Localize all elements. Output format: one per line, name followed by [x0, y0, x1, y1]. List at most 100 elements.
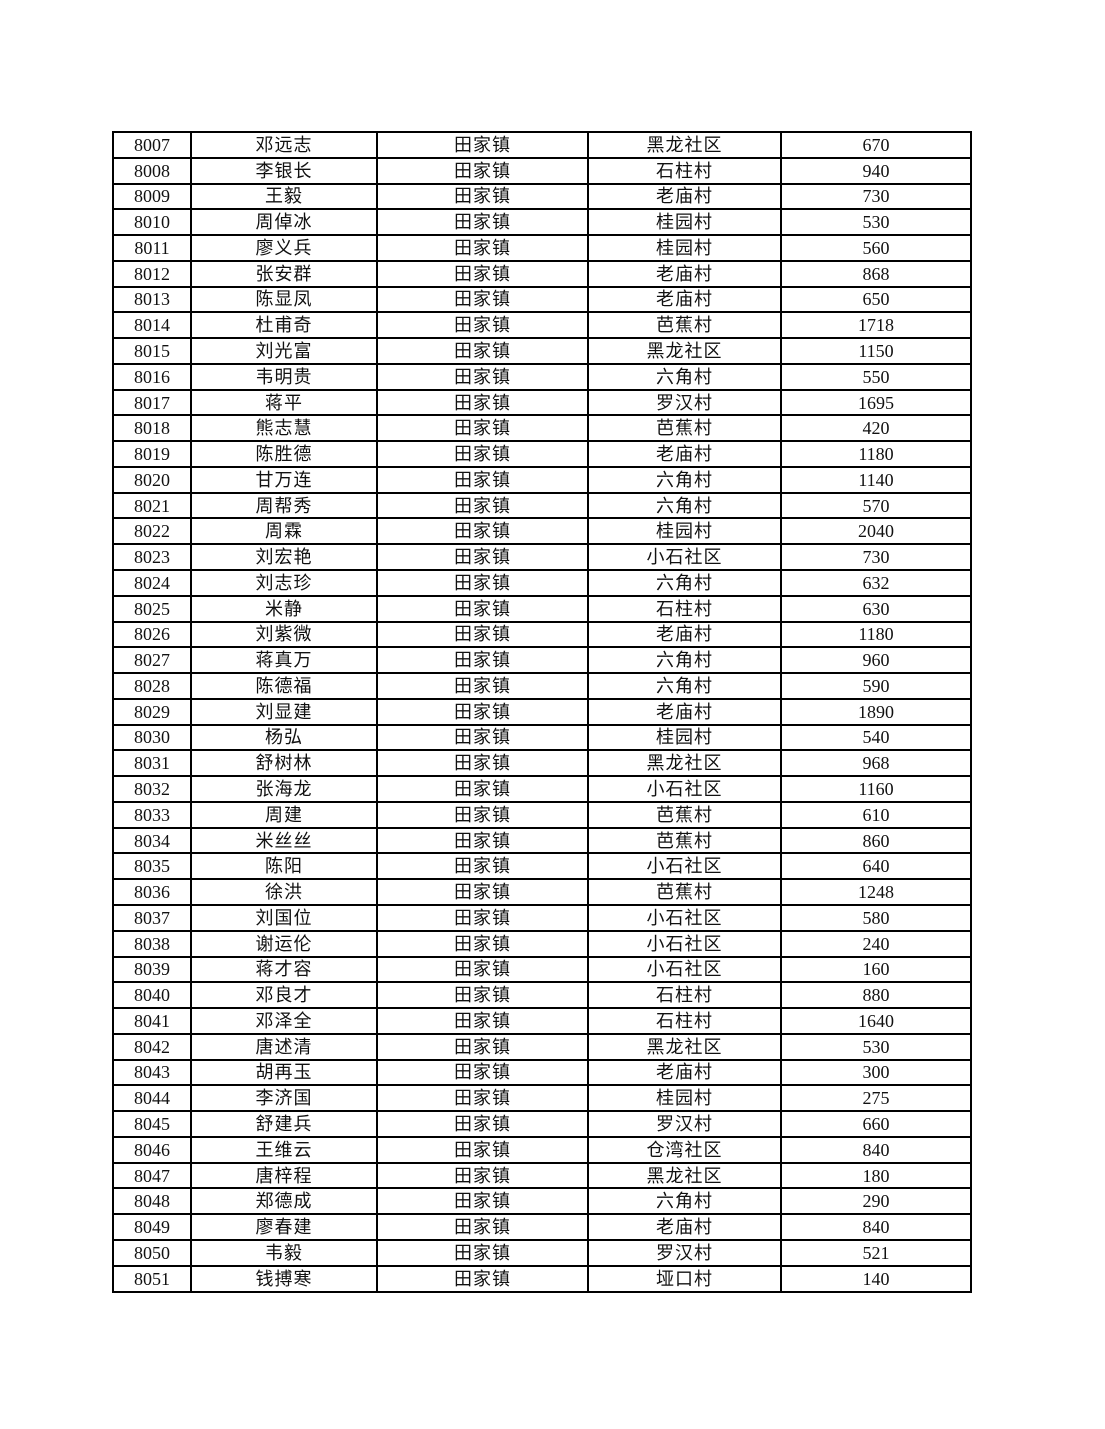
cell-id: 8047	[112, 1161, 192, 1190]
cell-village: 老庙村	[587, 697, 782, 726]
table-row: 8050 韦毅 田家镇 罗汉村 521	[112, 1238, 972, 1267]
cell-town: 田家镇	[376, 1238, 589, 1267]
cell-village: 芭蕉村	[587, 311, 782, 340]
cell-name: 王维云	[190, 1135, 378, 1164]
cell-id: 8029	[112, 697, 192, 726]
table-row: 8040 邓良才 田家镇 石柱村 880	[112, 981, 972, 1010]
cell-id: 8010	[112, 208, 192, 237]
cell-town: 田家镇	[376, 697, 589, 726]
table-row: 8049 廖春建 田家镇 老庙村 840	[112, 1213, 972, 1241]
cell-town: 田家镇	[376, 1213, 589, 1241]
cell-village: 六角村	[587, 672, 782, 700]
cell-name: 蒋平	[190, 388, 378, 417]
cell-town: 田家镇	[376, 878, 589, 906]
cell-name: 钱搏寒	[190, 1264, 378, 1294]
cell-amount: 880	[780, 981, 972, 1010]
cell-amount: 630	[780, 594, 972, 623]
cell-name: 邓远志	[190, 131, 378, 159]
cell-name: 米丝丝	[190, 826, 378, 855]
table-row: 8010 周倬冰 田家镇 桂园村 530	[112, 208, 972, 237]
cell-amount: 530	[780, 208, 972, 237]
cell-amount: 160	[780, 955, 972, 984]
cell-town: 田家镇	[376, 1135, 589, 1164]
cell-village: 老庙村	[587, 1058, 782, 1087]
cell-village: 桂园村	[587, 517, 782, 546]
cell-amount: 670	[780, 131, 972, 159]
cell-id: 8035	[112, 852, 192, 881]
cell-name: 邓泽全	[190, 1007, 378, 1035]
cell-id: 8049	[112, 1213, 192, 1241]
cell-name: 舒建兵	[190, 1110, 378, 1138]
cell-village: 老庙村	[587, 440, 782, 468]
cell-village: 六角村	[587, 1187, 782, 1216]
cell-name: 刘国位	[190, 903, 378, 932]
cell-id: 8038	[112, 929, 192, 958]
cell-name: 李济国	[190, 1084, 378, 1113]
cell-village: 罗汉村	[587, 1110, 782, 1138]
cell-village: 黑龙社区	[587, 131, 782, 159]
cell-id: 8009	[112, 182, 192, 211]
table-row: 8022 周霖 田家镇 桂园村 2040	[112, 517, 972, 546]
cell-name: 陈阳	[190, 852, 378, 881]
cell-name: 韦明贵	[190, 362, 378, 391]
cell-amount: 660	[780, 1110, 972, 1138]
cell-id: 8020	[112, 465, 192, 494]
cell-village: 小石社区	[587, 852, 782, 881]
cell-amount: 560	[780, 234, 972, 262]
cell-id: 8034	[112, 826, 192, 855]
cell-village: 芭蕉村	[587, 826, 782, 855]
cell-id: 8017	[112, 388, 192, 417]
table-row: 8015 刘光富 田家镇 黑龙社区 1150	[112, 337, 972, 365]
cell-name: 唐梓程	[190, 1161, 378, 1190]
cell-village: 芭蕉村	[587, 414, 782, 443]
cell-town: 田家镇	[376, 955, 589, 984]
cell-town: 田家镇	[376, 1110, 589, 1138]
roster-table-container: 8007 邓远志 田家镇 黑龙社区 670 8008 李银长 田家镇 石柱村 940 8009 王毅田…	[112, 131, 972, 1294]
cell-village: 芭蕉村	[587, 800, 782, 829]
cell-town: 田家镇	[376, 800, 589, 829]
cell-name: 张安群	[190, 259, 378, 288]
cell-village: 桂园村	[587, 723, 782, 752]
cell-id: 8025	[112, 594, 192, 623]
cell-id: 8050	[112, 1238, 192, 1267]
cell-village: 小石社区	[587, 543, 782, 572]
table-row: 8047 唐梓程 田家镇 黑龙社区 180	[112, 1161, 972, 1190]
cell-village: 六角村	[587, 569, 782, 597]
cell-amount: 1695	[780, 388, 972, 417]
cell-village: 桂园村	[587, 1084, 782, 1113]
cell-town: 田家镇	[376, 517, 589, 546]
cell-name: 周帮秀	[190, 491, 378, 520]
cell-village: 老庙村	[587, 620, 782, 649]
cell-amount: 1248	[780, 878, 972, 906]
cell-id: 8019	[112, 440, 192, 468]
cell-amount: 840	[780, 1213, 972, 1241]
table-row: 8009 王毅 田家镇 老庙村 730	[112, 182, 972, 211]
cell-village: 老庙村	[587, 259, 782, 288]
cell-id: 8021	[112, 491, 192, 520]
cell-town: 田家镇	[376, 1058, 589, 1087]
cell-town: 田家镇	[376, 182, 589, 211]
cell-town: 田家镇	[376, 131, 589, 159]
table-row: 8017 蒋平 田家镇 罗汉村 1695	[112, 388, 972, 417]
cell-id: 8022	[112, 517, 192, 546]
cell-town: 田家镇	[376, 311, 589, 340]
table-row: 8025 米静 田家镇 石柱村 630	[112, 594, 972, 623]
cell-town: 田家镇	[376, 1161, 589, 1190]
table-row: 8023 刘宏艳 田家镇 小石社区 730	[112, 543, 972, 572]
cell-town: 田家镇	[376, 414, 589, 443]
cell-amount: 840	[780, 1135, 972, 1164]
cell-id: 8012	[112, 259, 192, 288]
cell-name: 刘光富	[190, 337, 378, 365]
cell-amount: 550	[780, 362, 972, 391]
cell-town: 田家镇	[376, 208, 589, 237]
cell-id: 8045	[112, 1110, 192, 1138]
cell-name: 徐洪	[190, 878, 378, 906]
cell-amount: 640	[780, 852, 972, 881]
cell-amount: 530	[780, 1032, 972, 1061]
cell-id: 8039	[112, 955, 192, 984]
cell-village: 六角村	[587, 465, 782, 494]
cell-id: 8032	[112, 775, 192, 803]
cell-village: 石柱村	[587, 594, 782, 623]
cell-town: 田家镇	[376, 1187, 589, 1216]
cell-id: 8007	[112, 131, 192, 159]
